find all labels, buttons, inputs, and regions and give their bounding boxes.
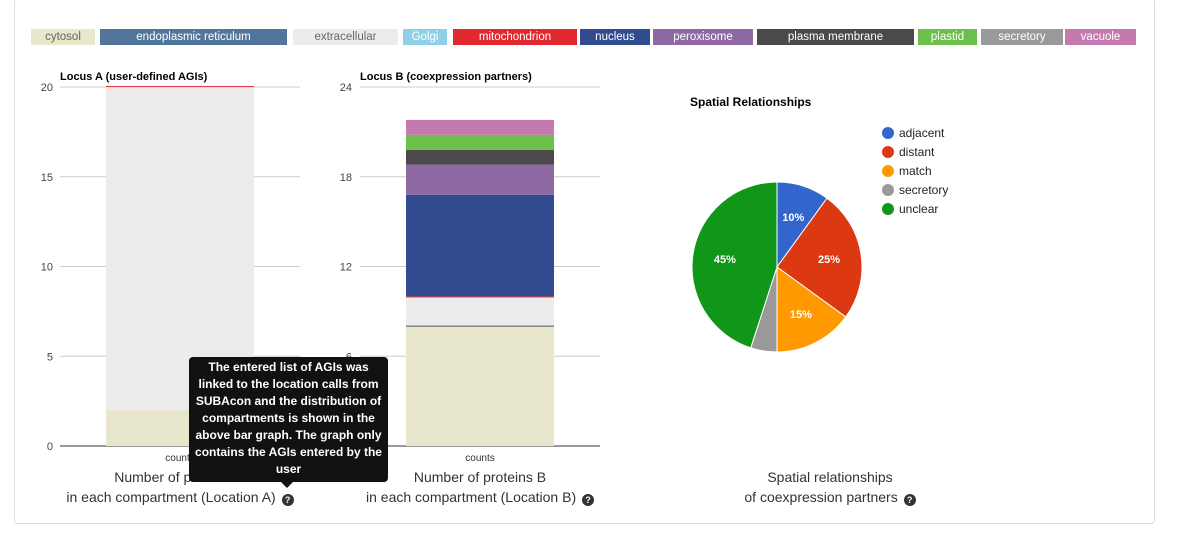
legend-extracellular: extracellular [293, 29, 398, 45]
y-tick-label: 18 [340, 172, 352, 184]
bar-segment-nucleus [406, 194, 554, 297]
legend-nucleus: nucleus [580, 29, 650, 45]
caption-c-line2: of coexpression partners [744, 489, 898, 505]
legend-secretory: secretory [981, 29, 1063, 45]
pie-legend-distant: distant [899, 145, 935, 159]
caption-a-line2: in each compartment (Location A) [66, 489, 276, 505]
bar-segment-plasma-membrane [406, 149, 554, 165]
bar-segment-mitochondrion [106, 86, 254, 88]
pie-slice-match [776, 266, 847, 353]
legend-golgi: Golgi [403, 29, 447, 45]
y-tick-label: 0 [47, 441, 53, 453]
x-category-label: counts [165, 453, 194, 464]
pie-title: Spatial Relationships [690, 95, 812, 109]
pie-legend-secretory: secretory [899, 183, 948, 197]
x-category-label: counts [465, 453, 494, 464]
bar-segment-cytosol [406, 326, 554, 446]
caption-spatial: Spatial relationships of coexpression pa… [720, 467, 940, 507]
bar-segment-extracellular [106, 87, 254, 411]
help-icon-location-a[interactable]: ? [281, 494, 294, 506]
bar-chart-b: 06121824countsLocus B (coexpression part… [340, 71, 600, 464]
bar-segment-mitochondrion [406, 296, 554, 298]
y-tick-label: 24 [340, 82, 352, 94]
bar-segment-extracellular [406, 297, 554, 326]
pie-slice-distant [776, 197, 863, 318]
chart-title-b: Locus B (coexpression partners) [360, 71, 532, 83]
legend-plasma-membrane: plasma membrane [757, 29, 914, 45]
bar-segment-plastid [406, 134, 554, 150]
pie-legend-dot [882, 203, 894, 215]
tooltip-arrow [281, 482, 293, 488]
y-tick-label: 5 [47, 351, 53, 363]
bar-chart-a: 0 5 10 15 20 counts Locus A (user-defined AGIs… [41, 71, 300, 464]
legend-cytosol: cytosol [31, 29, 95, 45]
help-icon-spatial[interactable]: ? [903, 494, 916, 506]
y-tick-label: 10 [41, 262, 53, 274]
pie-pct-label: 15% [790, 309, 812, 321]
tooltip-text: The entered list of AGIs was linked to t… [195, 360, 382, 476]
pie-legend-dot [882, 146, 894, 158]
caption-location-b: Number of proteins B in each compartment… [360, 467, 600, 507]
chart-title-a: Locus A (user-defined AGIs) [60, 71, 208, 83]
pie-legend-dot [882, 165, 894, 177]
legend-vacuole: vacuole [1065, 29, 1136, 45]
pie-legend-adjacent: adjacent [899, 126, 945, 140]
pie-chart: Spatial Relationships 10% 25% 15% 45% adjacen… [690, 95, 948, 353]
legend-endoplasmic-reticulum: endoplasmic reticulum [100, 29, 287, 45]
bar-segment-plasma-membrane [406, 325, 554, 327]
help-tooltip: The entered list of AGIs was linked to t… [189, 357, 388, 488]
caption-c-line1: Spatial relationships [767, 469, 893, 485]
caption-b-line1: Number of proteins B [413, 469, 547, 485]
pie-slice-unclear [691, 181, 778, 349]
pie-pct-label: 25% [818, 254, 840, 266]
bar-segment-vacuole [406, 119, 554, 135]
caption-b-line2: in each compartment (Location B) [366, 489, 577, 505]
pie-legend-match: match [899, 164, 932, 178]
legend-peroxisome: peroxisome [653, 29, 753, 45]
y-tick-label: 12 [340, 262, 352, 274]
legend-plastid: plastid [918, 29, 977, 45]
pie-pct-label: 45% [714, 254, 736, 266]
y-tick-label: 20 [41, 82, 53, 94]
legend-mitochondrion: mitochondrion [453, 29, 577, 45]
pie-legend-dot [882, 127, 894, 139]
pie-legend-unclear: unclear [899, 202, 938, 216]
help-icon-location-b[interactable]: ? [582, 494, 594, 506]
y-tick-label: 15 [41, 172, 53, 184]
bar-segment-peroxisome [406, 164, 554, 195]
pie-pct-label: 10% [782, 212, 804, 224]
pie-legend-dot [882, 184, 894, 196]
